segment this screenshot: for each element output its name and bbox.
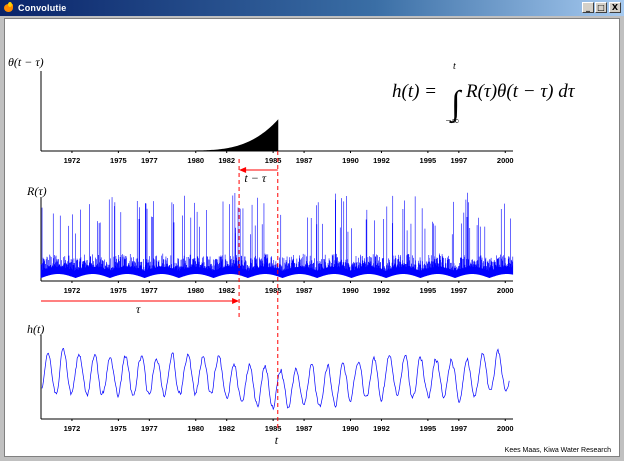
maximize-button[interactable]: □ [595,2,607,13]
tick-label-1972: 1972 [64,156,81,165]
t-minus-tau-arrowhead-icon [239,167,247,173]
tick-label-1992: 1992 [373,424,390,433]
title-bar[interactable]: Convolutie _ □ X [0,0,624,16]
tick-label-1985: 1985 [265,286,282,295]
tick-label-1992: 1992 [373,286,390,295]
tick-label-1975: 1975 [110,424,127,433]
tick-label-1972: 1972 [64,286,81,295]
tick-label-1997: 1997 [450,156,467,165]
formula-lower-limit: −∞ [445,116,459,127]
tick-label-1995: 1995 [420,424,437,433]
rain-axis-label: R(τ) [26,184,47,198]
tick-label-1992: 1992 [373,156,390,165]
tick-label-1977: 1977 [141,424,158,433]
tick-label-1987: 1987 [296,286,313,295]
tick-label-1987: 1987 [296,156,313,165]
response-series-line [41,348,510,411]
tick-label-1997: 1997 [450,424,467,433]
close-button[interactable]: X [609,2,621,13]
response-tick-labels: 1972 1975 1977 1980 1982 1985 1987 1990 1992 1995… [64,419,514,433]
tick-label-1977: 1977 [141,286,158,295]
tick-label-1980: 1980 [187,156,204,165]
theta-panel: 1972 1975 1977 1980 1982 1985 1987 1990 1992 1995… [40,71,514,165]
tick-label-1997: 1997 [450,286,467,295]
response-panel: 1972 1975 1977 1980 1982 1985 1987 1990 1992 1995… [40,335,514,433]
tick-label-1987: 1987 [296,424,313,433]
window-title: Convolutie [18,3,67,13]
rain-tick-labels: 1972 1975 1977 1980 1982 1985 1987 1990 1992 1995… [64,281,514,295]
formula-integrand: R(τ)θ(t − τ) dτ [465,81,576,102]
tick-label-1980: 1980 [187,424,204,433]
figure-canvas: h(t) = ∫ t −∞ R(τ)θ(t − τ) dτ θ(t − τ) R… [4,18,620,457]
tick-label-1980: 1980 [187,286,204,295]
convolution-figure: h(t) = ∫ t −∞ R(τ)θ(t − τ) dτ θ(t − τ) R… [8,55,611,454]
tick-label-1975: 1975 [110,286,127,295]
app-icon [3,2,15,14]
tick-label-1990: 1990 [342,424,359,433]
t-minus-tau-label: t − τ [244,171,266,185]
rain-panel: 1972 1975 1977 1980 1982 1985 1987 1990 1992 1995… [40,192,514,295]
theta-kernel-area [188,119,279,152]
convolution-formula: h(t) = ∫ t −∞ R(τ)θ(t − τ) dτ [392,61,576,127]
tick-label-1972: 1972 [64,424,81,433]
tau-label: τ [136,302,141,316]
tick-label-1990: 1990 [342,286,359,295]
response-axis-label: h(t) [27,322,44,336]
tick-label-1982: 1982 [218,286,235,295]
tick-label-1982: 1982 [218,156,235,165]
tick-label-1995: 1995 [420,156,437,165]
theta-tick-labels: 1972 1975 1977 1980 1982 1985 1987 1990 1992 1995… [64,151,514,165]
tick-label-1990: 1990 [342,156,359,165]
formula-lhs: h(t) = [392,81,437,102]
credit-text: Kees Maas, Kiwa Water Research [505,447,611,454]
tick-label-1995: 1995 [420,286,437,295]
tick-label-1985: 1985 [265,424,282,433]
formula-upper-limit: t [453,61,456,72]
tick-label-2000: 2000 [497,424,514,433]
tick-label-1977: 1977 [141,156,158,165]
integral-sign-icon: ∫ [449,85,463,124]
tau-arrowhead-icon [232,298,240,304]
t-label: t [275,433,279,447]
rain-series-line [40,192,514,278]
tick-label-1975: 1975 [110,156,127,165]
tick-label-2000: 2000 [497,156,514,165]
tick-label-1982: 1982 [218,424,235,433]
window-controls: _ □ X [582,2,621,13]
minimize-button[interactable]: _ [582,2,594,13]
tick-label-2000: 2000 [497,286,514,295]
theta-axis-label: θ(t − τ) [8,55,44,69]
tick-label-1985: 1985 [265,156,282,165]
